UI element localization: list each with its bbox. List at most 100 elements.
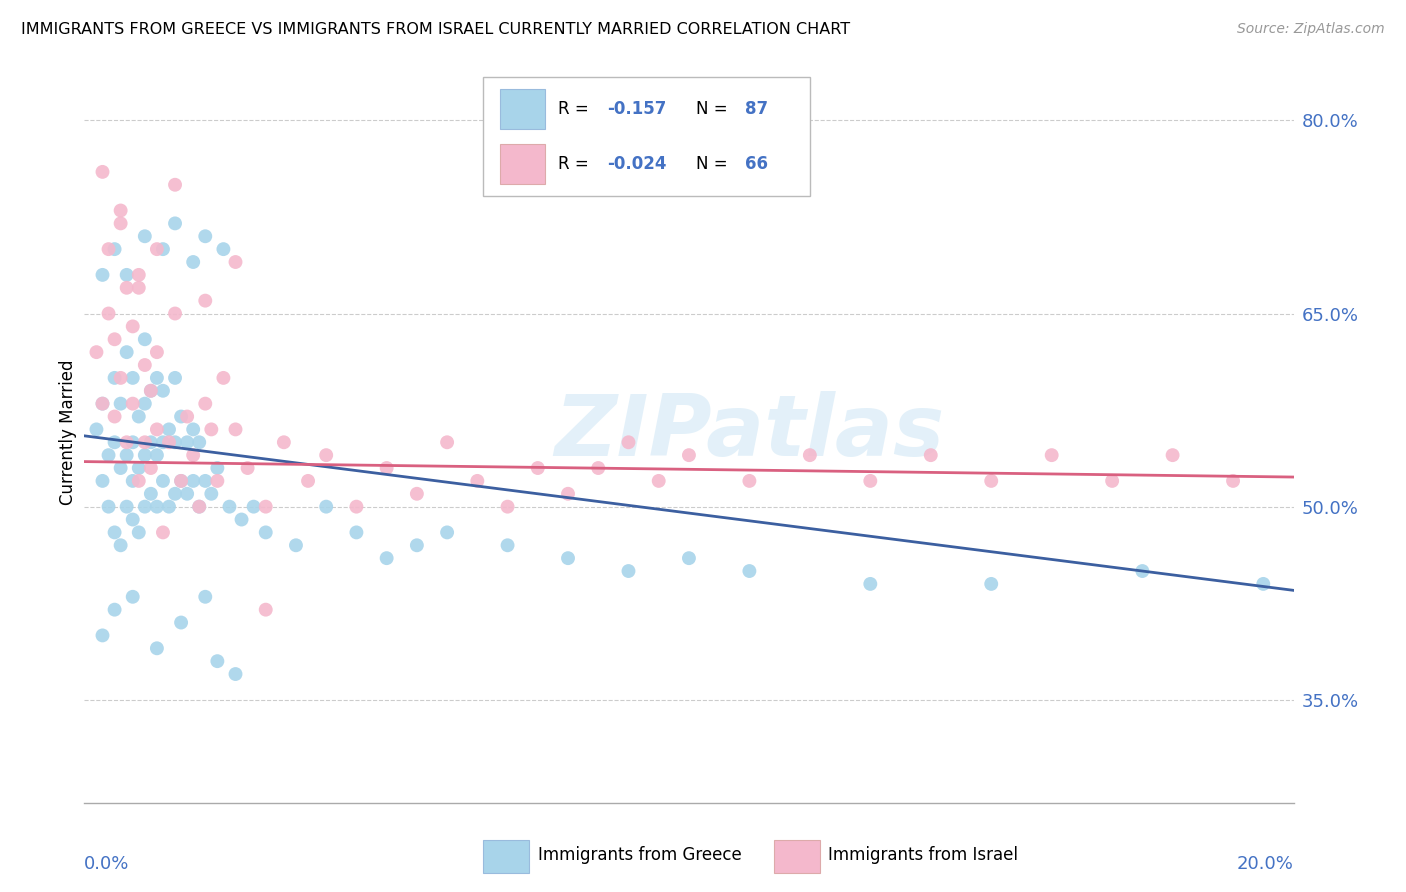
Point [97, 448, 120, 462]
Point [859, 577, 882, 591]
Point [139, 384, 162, 398]
Point [115, 435, 138, 450]
Point [207, 474, 229, 488]
Point [121, 435, 143, 450]
Point [346, 525, 368, 540]
Point [231, 512, 253, 526]
Point [1040, 448, 1063, 462]
Point [176, 487, 198, 501]
Point [115, 500, 138, 514]
Point [121, 397, 143, 411]
Text: IMMIGRANTS FROM GREECE VS IMMIGRANTS FROM ISRAEL CURRENTLY MARRIED CORRELATION C: IMMIGRANTS FROM GREECE VS IMMIGRANTS FRO… [21, 22, 851, 37]
Point [176, 435, 198, 450]
Point [678, 448, 700, 462]
Point [165, 216, 187, 230]
Point [146, 371, 169, 385]
Point [273, 435, 295, 450]
Point [104, 435, 127, 450]
Text: Immigrants from Israel: Immigrants from Israel [828, 846, 1018, 863]
Point [557, 487, 579, 501]
FancyBboxPatch shape [773, 840, 820, 873]
Point [146, 500, 169, 514]
Point [121, 474, 143, 488]
Point [110, 203, 132, 218]
Point [218, 500, 240, 514]
Point [194, 229, 217, 244]
Point [115, 268, 138, 282]
Point [1161, 448, 1184, 462]
Point [139, 384, 162, 398]
Point [157, 435, 180, 450]
Point [181, 474, 204, 488]
Point [146, 242, 169, 256]
Point [134, 332, 156, 346]
Point [1101, 474, 1123, 488]
Point [128, 268, 150, 282]
Point [738, 474, 761, 488]
Point [110, 461, 132, 475]
Point [110, 397, 132, 411]
Point [467, 474, 489, 488]
Point [97, 500, 120, 514]
Point [121, 371, 143, 385]
Point [920, 448, 942, 462]
Point [134, 448, 156, 462]
Point [254, 500, 277, 514]
Point [157, 500, 180, 514]
Point [152, 384, 174, 398]
Point [212, 371, 235, 385]
Y-axis label: Currently Married: Currently Married [59, 359, 77, 506]
Point [152, 474, 174, 488]
Point [170, 474, 193, 488]
Point [242, 500, 264, 514]
Point [738, 564, 761, 578]
Point [139, 487, 162, 501]
Point [225, 255, 247, 269]
Point [104, 409, 127, 424]
Point [128, 525, 150, 540]
Point [104, 242, 127, 256]
Point [225, 667, 247, 681]
Point [91, 397, 114, 411]
Point [212, 242, 235, 256]
Point [115, 448, 138, 462]
Point [406, 487, 429, 501]
Point [157, 422, 180, 436]
Point [297, 474, 319, 488]
Point [104, 525, 127, 540]
Point [588, 461, 610, 475]
Text: ZIPatlas: ZIPatlas [554, 391, 945, 475]
Point [1130, 564, 1153, 578]
Point [207, 654, 229, 668]
Point [121, 512, 143, 526]
Point [110, 538, 132, 552]
Point [152, 525, 174, 540]
Point [194, 590, 217, 604]
Point [254, 602, 277, 616]
Point [91, 397, 114, 411]
Point [1253, 577, 1275, 591]
Point [678, 551, 700, 566]
Point [980, 577, 1002, 591]
Point [1222, 474, 1244, 488]
Point [285, 538, 308, 552]
Point [170, 409, 193, 424]
Point [194, 293, 217, 308]
Point [176, 409, 198, 424]
Point [146, 345, 169, 359]
Point [91, 628, 114, 642]
Point [139, 461, 162, 475]
Point [165, 178, 187, 192]
Point [165, 487, 187, 501]
Point [315, 448, 337, 462]
Point [115, 345, 138, 359]
Point [527, 461, 550, 475]
Point [115, 281, 138, 295]
Text: 0.0%: 0.0% [84, 855, 129, 872]
Point [104, 332, 127, 346]
Point [146, 641, 169, 656]
Point [375, 461, 398, 475]
Point [799, 448, 821, 462]
Point [181, 448, 204, 462]
Point [121, 319, 143, 334]
